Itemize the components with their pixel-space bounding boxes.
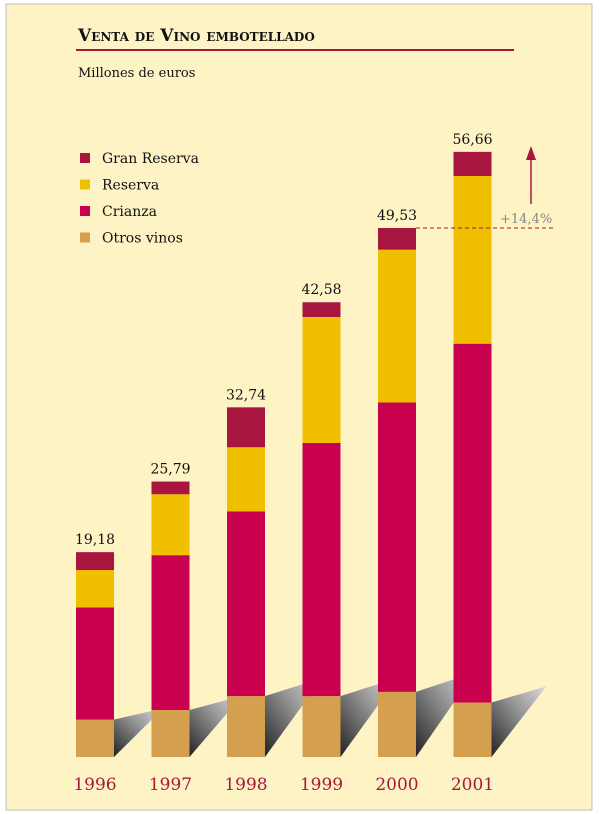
bar-segment	[378, 249, 416, 403]
arrow-head	[526, 146, 536, 160]
bar-shadow	[114, 708, 164, 757]
bar-segment	[227, 447, 265, 512]
bar-segment	[227, 696, 265, 757]
bar-segment	[76, 607, 114, 720]
bar-segment	[302, 696, 341, 757]
bar-segment	[151, 710, 190, 757]
chart-title: Venta de Vino embotellado	[77, 26, 315, 46]
bar-segment	[227, 511, 265, 697]
x-tick-label: 1997	[149, 775, 192, 795]
legend-swatch	[80, 206, 90, 216]
total-label: 49,53	[377, 208, 417, 224]
bar-segment	[378, 691, 416, 757]
bar-segment	[227, 407, 265, 448]
bar-segment	[76, 570, 114, 608]
legend-label: Reserva	[102, 178, 159, 194]
bar-segment	[151, 481, 190, 495]
bar-segment	[378, 228, 416, 250]
total-label: 19,18	[75, 532, 115, 548]
bar-shadow	[491, 686, 547, 757]
bar-segment	[453, 702, 492, 757]
bar-segment	[76, 719, 114, 757]
legend-swatch	[80, 153, 90, 163]
bar-shadow	[416, 672, 475, 757]
total-label: 42,58	[301, 282, 341, 298]
bar-segment	[453, 343, 492, 703]
x-tick-label: 1998	[224, 775, 267, 795]
bar-segment	[302, 316, 341, 444]
bar-segment	[151, 494, 190, 556]
bar-segment	[453, 176, 492, 344]
x-tick-label: 1999	[300, 775, 343, 795]
legend-label: Otros vinos	[102, 231, 183, 247]
legend-label: Gran Reserva	[102, 151, 199, 167]
total-label: 25,79	[150, 462, 190, 478]
x-tick-label: 1996	[73, 775, 116, 795]
legend-swatch	[80, 232, 90, 243]
bar-segment	[378, 402, 416, 692]
total-label: 32,74	[226, 387, 266, 403]
bar-segment	[151, 555, 190, 711]
bar-segment	[302, 443, 341, 697]
legend-label: Crianza	[102, 204, 157, 220]
subtitle: Millones de euros	[78, 66, 195, 81]
total-label: 56,66	[452, 132, 492, 148]
legend-swatch	[80, 179, 90, 190]
bar-segment	[302, 302, 341, 317]
x-tick-label: 2000	[375, 775, 418, 795]
annotation: +14,4%	[500, 212, 552, 227]
x-tick-label: 2001	[451, 775, 494, 795]
bar-segment	[453, 151, 492, 177]
bar-segment	[76, 552, 114, 571]
